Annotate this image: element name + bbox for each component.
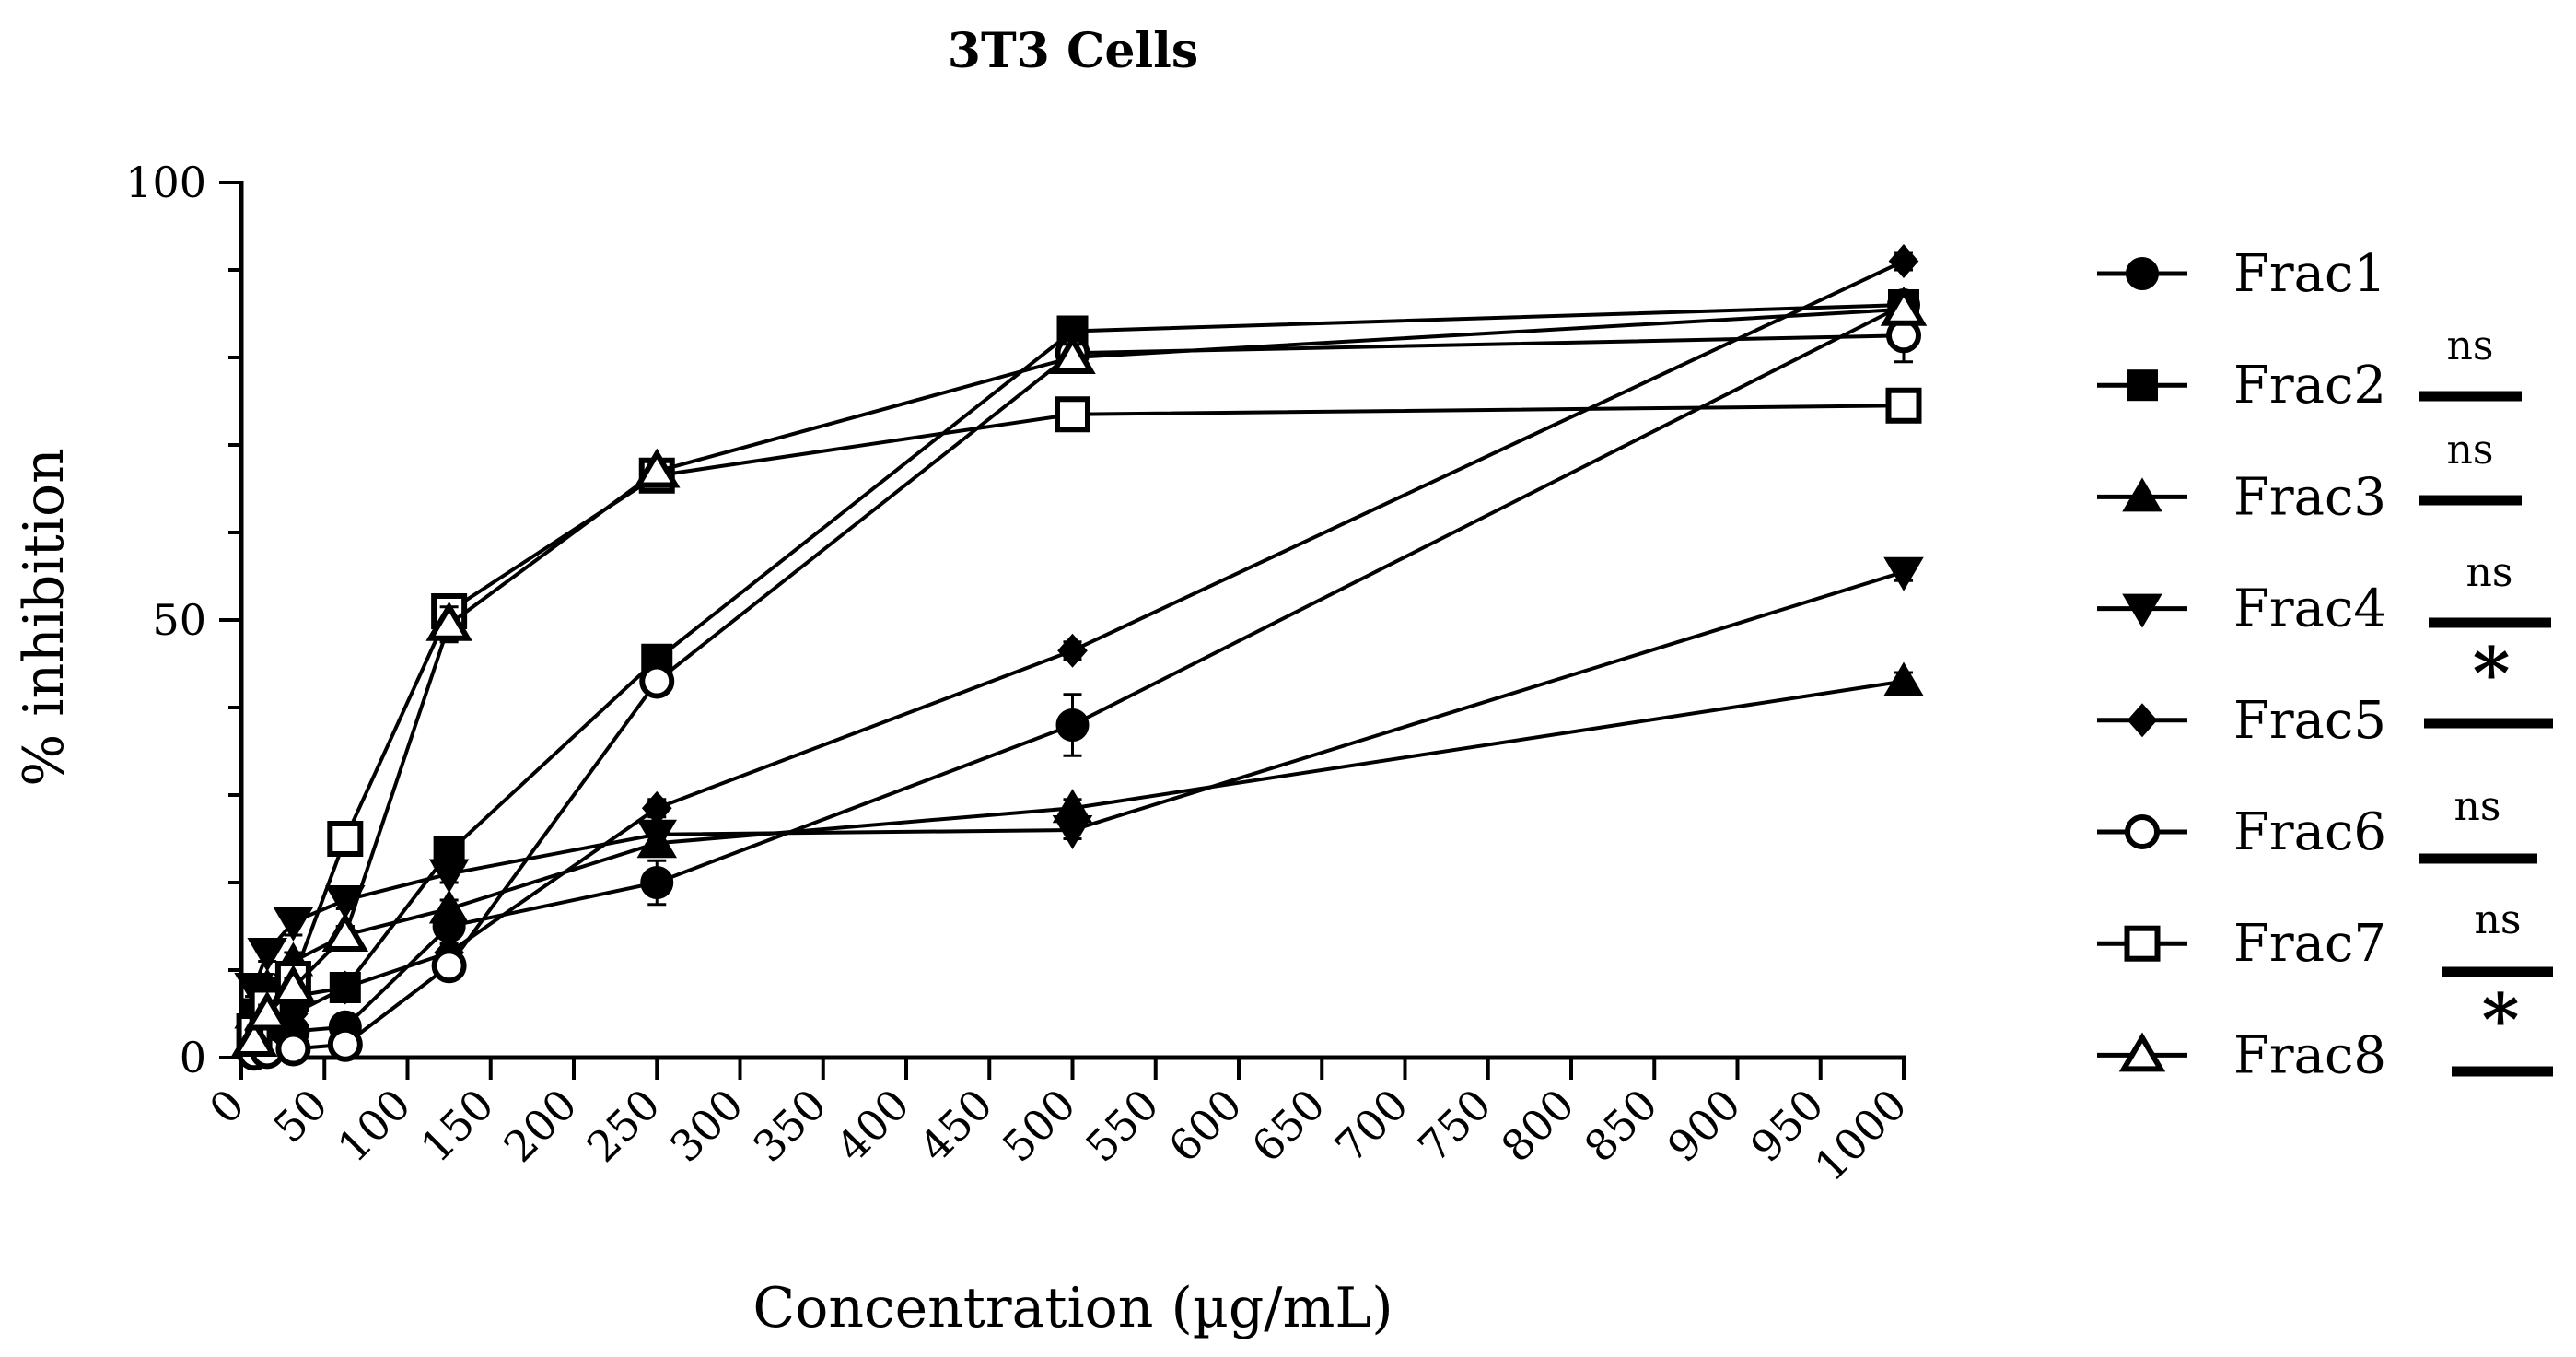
x-axis-label: Concentration (µg/mL) xyxy=(752,1276,1393,1340)
x-tick-label: 750 xyxy=(1408,1080,1500,1172)
significance-markers: ns ns ns * ns ns * xyxy=(2419,322,2553,1077)
significance-marker: ns xyxy=(2419,322,2522,402)
legend-label: Frac8 xyxy=(2233,1025,2386,1085)
legend-marker xyxy=(2124,925,2161,962)
x-tick-label: 650 xyxy=(1242,1080,1335,1172)
legend-item-frac4: Frac4 xyxy=(2097,579,2386,639)
data-point xyxy=(1880,286,1928,326)
data-point xyxy=(1055,708,1090,742)
series-layer xyxy=(230,243,1928,1071)
x-tick-label: 400 xyxy=(827,1080,919,1172)
legend: Frac1 Frac2 Frac3 Frac4 Frac5 Frac6 Frac7 Frac8 xyxy=(2097,244,2386,1085)
legend-label: Frac4 xyxy=(2233,579,2386,639)
significance-marker: ns xyxy=(2429,549,2551,628)
legend-item-frac3: Frac3 xyxy=(2097,467,2386,527)
data-point xyxy=(327,1026,363,1062)
y-tick-label: 100 xyxy=(125,158,206,207)
x-tick-label: 700 xyxy=(1325,1080,1417,1172)
series-line xyxy=(252,569,1905,989)
x-tick-label: 1000 xyxy=(1805,1080,1917,1191)
chart-title: 3T3 Cells xyxy=(948,23,1198,79)
x-tick-label: 300 xyxy=(660,1080,752,1172)
x-tick-label: 500 xyxy=(993,1080,1085,1172)
significance-label: ns xyxy=(2475,896,2522,943)
series-frac8 xyxy=(230,286,1928,1057)
y-tick-label: 0 xyxy=(180,1033,206,1082)
legend-item-frac2: Frac2 xyxy=(2097,356,2386,415)
legend-marker xyxy=(2127,369,2158,402)
y-axis-label: % inhibition xyxy=(12,448,76,786)
data-point xyxy=(247,938,287,972)
significance-label: * xyxy=(2473,632,2511,716)
legend-item-frac5: Frac5 xyxy=(2097,691,2386,751)
data-point xyxy=(1055,396,1090,433)
x-tick-label: 900 xyxy=(1658,1080,1750,1172)
data-point xyxy=(428,859,470,894)
x-tick-label: 800 xyxy=(1492,1080,1584,1172)
data-point xyxy=(1885,387,1922,424)
legend-marker xyxy=(2122,593,2162,628)
data-point xyxy=(1883,556,1924,591)
series-frac4 xyxy=(234,556,1924,1007)
legend-marker xyxy=(2118,1032,2166,1072)
legend-item-frac6: Frac6 xyxy=(2097,802,2386,862)
legend-label: Frac1 xyxy=(2233,244,2386,304)
data-point xyxy=(640,866,674,899)
x-tick-label: 250 xyxy=(577,1080,670,1172)
data-point xyxy=(243,990,291,1031)
x-tick-label: 200 xyxy=(495,1080,587,1172)
data-point xyxy=(431,948,467,984)
data-point xyxy=(1888,243,1919,279)
data-point xyxy=(273,907,314,942)
data-point xyxy=(321,912,369,952)
legend-marker xyxy=(2125,814,2160,849)
legend-item-frac8: Frac8 xyxy=(2097,1025,2386,1085)
x-tick-label: 850 xyxy=(1575,1080,1667,1172)
data-point xyxy=(428,889,470,924)
significance-marker: * xyxy=(2424,632,2553,729)
legend-item-frac1: Frac1 xyxy=(2097,244,2386,304)
legend-label: Frac2 xyxy=(2233,356,2386,415)
legend-label: Frac6 xyxy=(2233,802,2386,862)
x-tick-label: 100 xyxy=(328,1080,420,1172)
x-tick-label: 350 xyxy=(743,1080,835,1172)
data-point xyxy=(641,790,672,825)
legend-marker xyxy=(2122,477,2162,512)
data-point xyxy=(330,970,361,1005)
data-point xyxy=(1049,334,1096,374)
data-point xyxy=(1052,815,1093,849)
significance-marker: ns xyxy=(2419,427,2522,506)
significance-marker: ns xyxy=(2419,783,2537,864)
data-point xyxy=(1883,661,1924,696)
x-tick-label: 450 xyxy=(910,1080,1002,1172)
significance-label: * xyxy=(2482,978,2520,1062)
y-tick-label: 50 xyxy=(152,595,206,645)
legend-marker xyxy=(2126,257,2159,290)
x-tick-label: 600 xyxy=(1160,1080,1252,1172)
data-point xyxy=(425,601,472,641)
significance-label: ns xyxy=(2447,427,2494,474)
legend-label: Frac7 xyxy=(2233,914,2386,974)
x-tick-label: 0 xyxy=(200,1080,254,1134)
legend-item-frac7: Frac7 xyxy=(2097,914,2386,974)
data-point xyxy=(230,1017,278,1057)
legend-marker xyxy=(2127,703,2158,738)
significance-marker: * xyxy=(2452,978,2553,1077)
x-tick-label: 150 xyxy=(411,1080,503,1172)
data-point xyxy=(1057,633,1088,668)
legend-label: Frac5 xyxy=(2233,691,2386,751)
x-tick-label: 50 xyxy=(263,1080,337,1153)
significance-label: ns xyxy=(2454,783,2501,830)
significance-label: ns xyxy=(2447,322,2494,369)
significance-label: ns xyxy=(2466,549,2513,596)
x-tick-label: 550 xyxy=(1076,1080,1168,1172)
legend-label: Frac3 xyxy=(2233,467,2386,527)
data-point xyxy=(327,821,364,857)
data-point xyxy=(270,965,317,1004)
data-point xyxy=(275,1031,311,1067)
data-point xyxy=(639,663,675,699)
significance-marker: ns xyxy=(2442,896,2553,977)
data-point xyxy=(634,448,681,488)
